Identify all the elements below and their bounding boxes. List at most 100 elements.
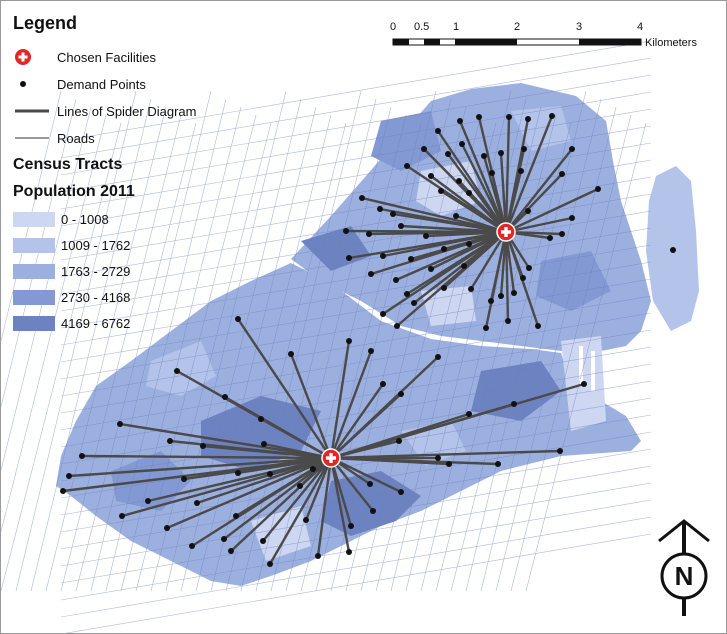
demand-point[interactable] [466,241,472,247]
demand-point[interactable] [461,263,467,269]
demand-point[interactable] [346,255,352,261]
demand-point[interactable] [569,146,575,152]
demand-point[interactable] [394,323,400,329]
demand-point[interactable] [498,293,504,299]
demand-point[interactable] [368,348,374,354]
demand-point[interactable] [488,298,494,304]
demand-point[interactable] [428,266,434,272]
demand-point[interactable] [457,118,463,124]
demand-point[interactable] [228,548,234,554]
demand-point[interactable] [258,416,264,422]
demand-point[interactable] [189,543,195,549]
demand-point[interactable] [481,153,487,159]
demand-point[interactable] [164,525,170,531]
demand-point[interactable] [359,195,365,201]
demand-point[interactable] [423,233,429,239]
demand-point[interactable] [194,500,200,506]
demand-point[interactable] [297,483,303,489]
demand-point[interactable] [446,461,452,467]
demand-point[interactable] [525,116,531,122]
demand-point[interactable] [438,188,444,194]
demand-point[interactable] [398,391,404,397]
demand-point[interactable] [222,394,228,400]
demand-point[interactable] [346,549,352,555]
demand-point[interactable] [233,513,239,519]
demand-point[interactable] [267,471,273,477]
demand-point[interactable] [421,146,427,152]
demand-point[interactable] [398,489,404,495]
demand-point[interactable] [235,470,241,476]
demand-point[interactable] [466,411,472,417]
demand-point[interactable] [393,277,399,283]
demand-point[interactable] [117,421,123,427]
demand-point[interactable] [181,476,187,482]
demand-point[interactable] [145,498,151,504]
demand-point[interactable] [428,173,434,179]
demand-point[interactable] [380,253,386,259]
demand-point[interactable] [79,453,85,459]
demand-point[interactable] [235,316,241,322]
demand-point[interactable] [505,318,511,324]
demand-point[interactable] [489,170,495,176]
demand-point[interactable] [366,231,372,237]
demand-point[interactable] [441,285,447,291]
demand-point[interactable] [346,338,352,344]
demand-point[interactable] [526,265,532,271]
demand-point[interactable] [456,178,462,184]
demand-point[interactable] [380,311,386,317]
demand-point[interactable] [370,508,376,514]
facility-southwest[interactable] [321,448,341,468]
demand-point[interactable] [521,146,527,152]
demand-point[interactable] [581,381,587,387]
demand-point[interactable] [368,271,374,277]
demand-point[interactable] [441,246,447,252]
demand-point[interactable] [518,168,524,174]
demand-point[interactable] [200,443,206,449]
demand-point[interactable] [267,561,273,567]
demand-point[interactable] [390,211,396,217]
demand-point[interactable] [261,441,267,447]
demand-point[interactable] [398,223,404,229]
demand-point[interactable] [468,286,474,292]
demand-point[interactable] [408,256,414,262]
demand-point[interactable] [167,438,173,444]
demand-point[interactable] [547,235,553,241]
demand-point[interactable] [670,247,676,253]
demand-point[interactable] [404,291,410,297]
demand-point[interactable] [303,517,309,523]
demand-point[interactable] [66,473,72,479]
demand-point[interactable] [174,368,180,374]
demand-point[interactable] [525,208,531,214]
demand-point[interactable] [435,455,441,461]
demand-point[interactable] [435,354,441,360]
demand-point[interactable] [511,290,517,296]
demand-point[interactable] [520,275,526,281]
demand-point[interactable] [221,536,227,542]
demand-point[interactable] [411,300,417,306]
demand-point[interactable] [511,401,517,407]
demand-point[interactable] [549,113,555,119]
demand-point[interactable] [506,114,512,120]
demand-point[interactable] [343,228,349,234]
demand-point[interactable] [315,553,321,559]
demand-point[interactable] [483,325,489,331]
demand-point[interactable] [119,513,125,519]
demand-point[interactable] [466,190,472,196]
demand-point[interactable] [535,323,541,329]
demand-point[interactable] [260,538,266,544]
demand-point[interactable] [404,163,410,169]
demand-point[interactable] [377,206,383,212]
demand-point[interactable] [569,215,575,221]
demand-point[interactable] [60,488,66,494]
demand-point[interactable] [435,128,441,134]
demand-point[interactable] [459,141,465,147]
demand-point[interactable] [559,231,565,237]
demand-point[interactable] [310,466,316,472]
facility-northeast[interactable] [496,222,516,242]
demand-point[interactable] [557,448,563,454]
demand-point[interactable] [445,151,451,157]
demand-point[interactable] [559,171,565,177]
demand-point[interactable] [288,351,294,357]
demand-point[interactable] [348,523,354,529]
